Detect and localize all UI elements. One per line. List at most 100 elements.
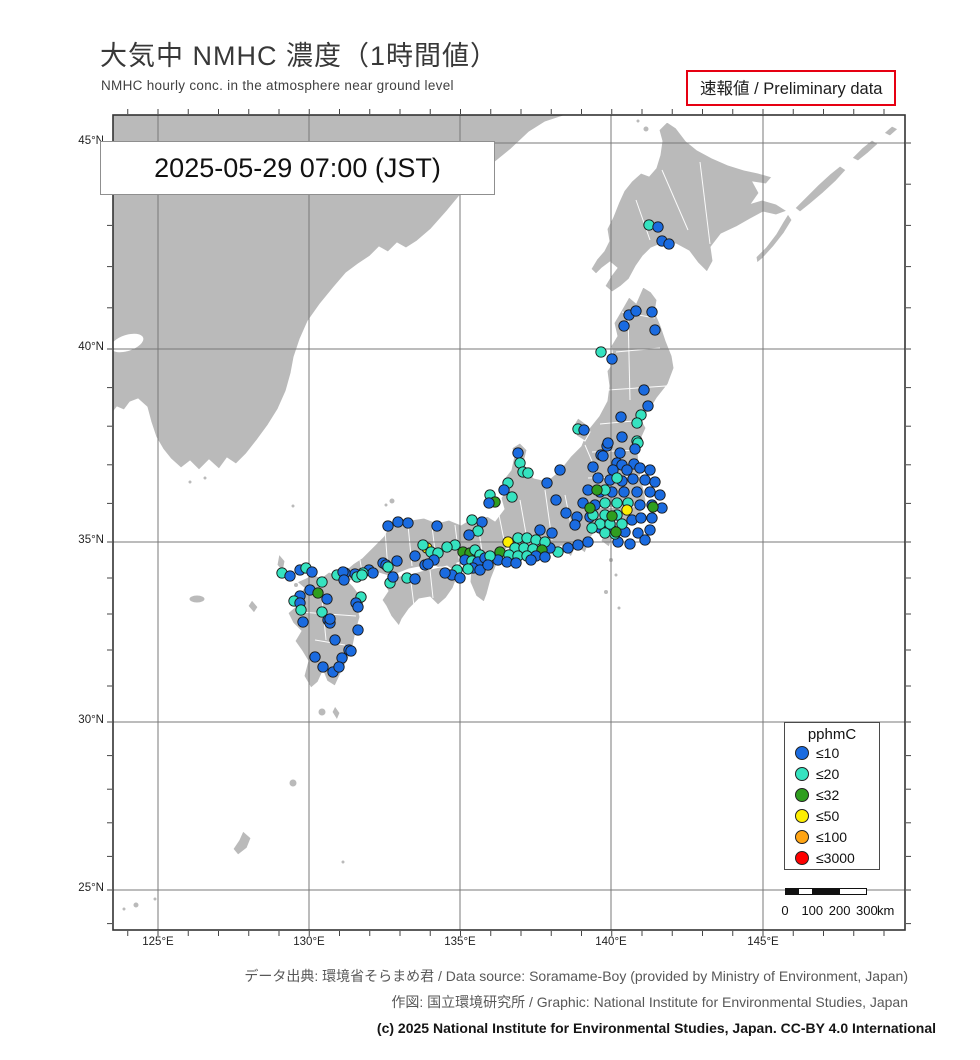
land-shikoku xyxy=(381,566,460,627)
station-dot xyxy=(606,353,618,365)
land-iturup xyxy=(794,165,847,213)
station-dot xyxy=(506,491,518,503)
station-dot xyxy=(621,464,633,476)
station-dot xyxy=(422,558,434,570)
station-dot xyxy=(391,555,403,567)
station-dot xyxy=(462,563,474,575)
land-daito xyxy=(340,859,346,865)
station-dot xyxy=(546,527,558,539)
station-dot xyxy=(642,400,654,412)
station-dot xyxy=(610,526,622,538)
station-dot xyxy=(618,320,630,332)
station-dot xyxy=(618,486,630,498)
station-dot xyxy=(611,497,623,509)
station-dot xyxy=(632,527,644,539)
scale-bar-label: 200 xyxy=(828,903,851,918)
scale-bar-label: 100 xyxy=(801,903,824,918)
station-dot xyxy=(345,645,357,657)
land-urup xyxy=(851,139,879,162)
map-frame xyxy=(112,114,906,931)
station-dot xyxy=(639,474,651,486)
station-dot xyxy=(321,593,333,605)
station-dot xyxy=(578,424,590,436)
station-dot xyxy=(638,384,650,396)
station-dot xyxy=(463,529,475,541)
legend-label: ≤50 xyxy=(816,808,840,824)
station-dot xyxy=(595,346,607,358)
station-dot xyxy=(602,437,614,449)
station-dot xyxy=(562,542,574,554)
station-dot xyxy=(474,564,486,576)
lat-label: 40°N xyxy=(78,341,104,353)
station-dot xyxy=(649,324,661,336)
station-dot xyxy=(569,519,581,531)
station-dot xyxy=(550,494,562,506)
station-dot xyxy=(441,541,453,553)
land-kuril-small xyxy=(883,125,899,137)
legend-label: ≤32 xyxy=(816,787,840,803)
station-dot xyxy=(387,571,399,583)
station-dot xyxy=(367,567,379,579)
station-dot xyxy=(324,613,336,625)
station-dot xyxy=(654,489,666,501)
lat-label: 30°N xyxy=(78,714,104,726)
station-dot xyxy=(295,604,307,616)
station-dot xyxy=(409,573,421,585)
footer-data-source: データ出典: 環境省そらまめ君 / Data source: Soramame-… xyxy=(244,968,908,984)
station-dot xyxy=(510,557,522,569)
legend-box: pphmC ≤10 ≤20 ≤32 ≤50 ≤100 ≤3000 xyxy=(784,722,880,870)
station-dot xyxy=(525,554,537,566)
land-izu-isle4 xyxy=(616,605,622,611)
lat-label: 35°N xyxy=(78,534,104,546)
legend-item: ≤32 xyxy=(785,785,879,806)
lat-label: 25°N xyxy=(78,882,104,894)
land-rishiri xyxy=(642,125,650,133)
scale-bar-track xyxy=(785,888,867,895)
legend-color-dot xyxy=(795,746,809,760)
station-dot xyxy=(512,447,524,459)
land-izu-isle2 xyxy=(613,572,619,578)
lon-label: 135°E xyxy=(444,936,476,948)
station-dot xyxy=(644,486,656,498)
station-dot xyxy=(541,477,553,489)
station-dot xyxy=(554,464,566,476)
station-dot xyxy=(627,473,639,485)
station-dot xyxy=(382,561,394,573)
station-dot xyxy=(639,534,651,546)
station-dot xyxy=(582,536,594,548)
station-dot xyxy=(356,569,368,581)
station-dot xyxy=(522,467,534,479)
station-dot xyxy=(614,447,626,459)
station-dot xyxy=(392,516,404,528)
land-amami xyxy=(288,778,298,788)
station-dot xyxy=(382,520,394,532)
legend-rows: ≤10 ≤20 ≤32 ≤50 ≤100 ≤3000 xyxy=(785,743,879,869)
land-kunashir xyxy=(755,213,793,264)
station-dot xyxy=(454,572,466,584)
legend-item: ≤100 xyxy=(785,827,879,848)
station-dot xyxy=(333,661,345,673)
station-dot xyxy=(629,443,641,455)
station-dot xyxy=(644,464,656,476)
station-dot xyxy=(352,624,364,636)
station-dot xyxy=(439,567,451,579)
station-dot xyxy=(572,539,584,551)
land-korea-islet1 xyxy=(202,475,208,481)
station-dot xyxy=(482,559,494,571)
station-dot xyxy=(329,634,341,646)
station-dot xyxy=(402,517,414,529)
legend-item: ≤50 xyxy=(785,806,879,827)
station-dot xyxy=(483,497,495,509)
land-hokkaido xyxy=(590,121,789,293)
station-dots xyxy=(276,219,675,678)
station-dot xyxy=(615,411,627,423)
station-dot xyxy=(646,306,658,318)
legend-label: ≤100 xyxy=(816,829,848,845)
station-dot xyxy=(352,601,364,613)
station-dot xyxy=(297,616,309,628)
preliminary-data-badge: 速報値 / Preliminary data xyxy=(686,70,897,106)
land-tanegashima xyxy=(331,705,341,722)
station-dot xyxy=(611,472,623,484)
land-rebun xyxy=(635,118,641,124)
